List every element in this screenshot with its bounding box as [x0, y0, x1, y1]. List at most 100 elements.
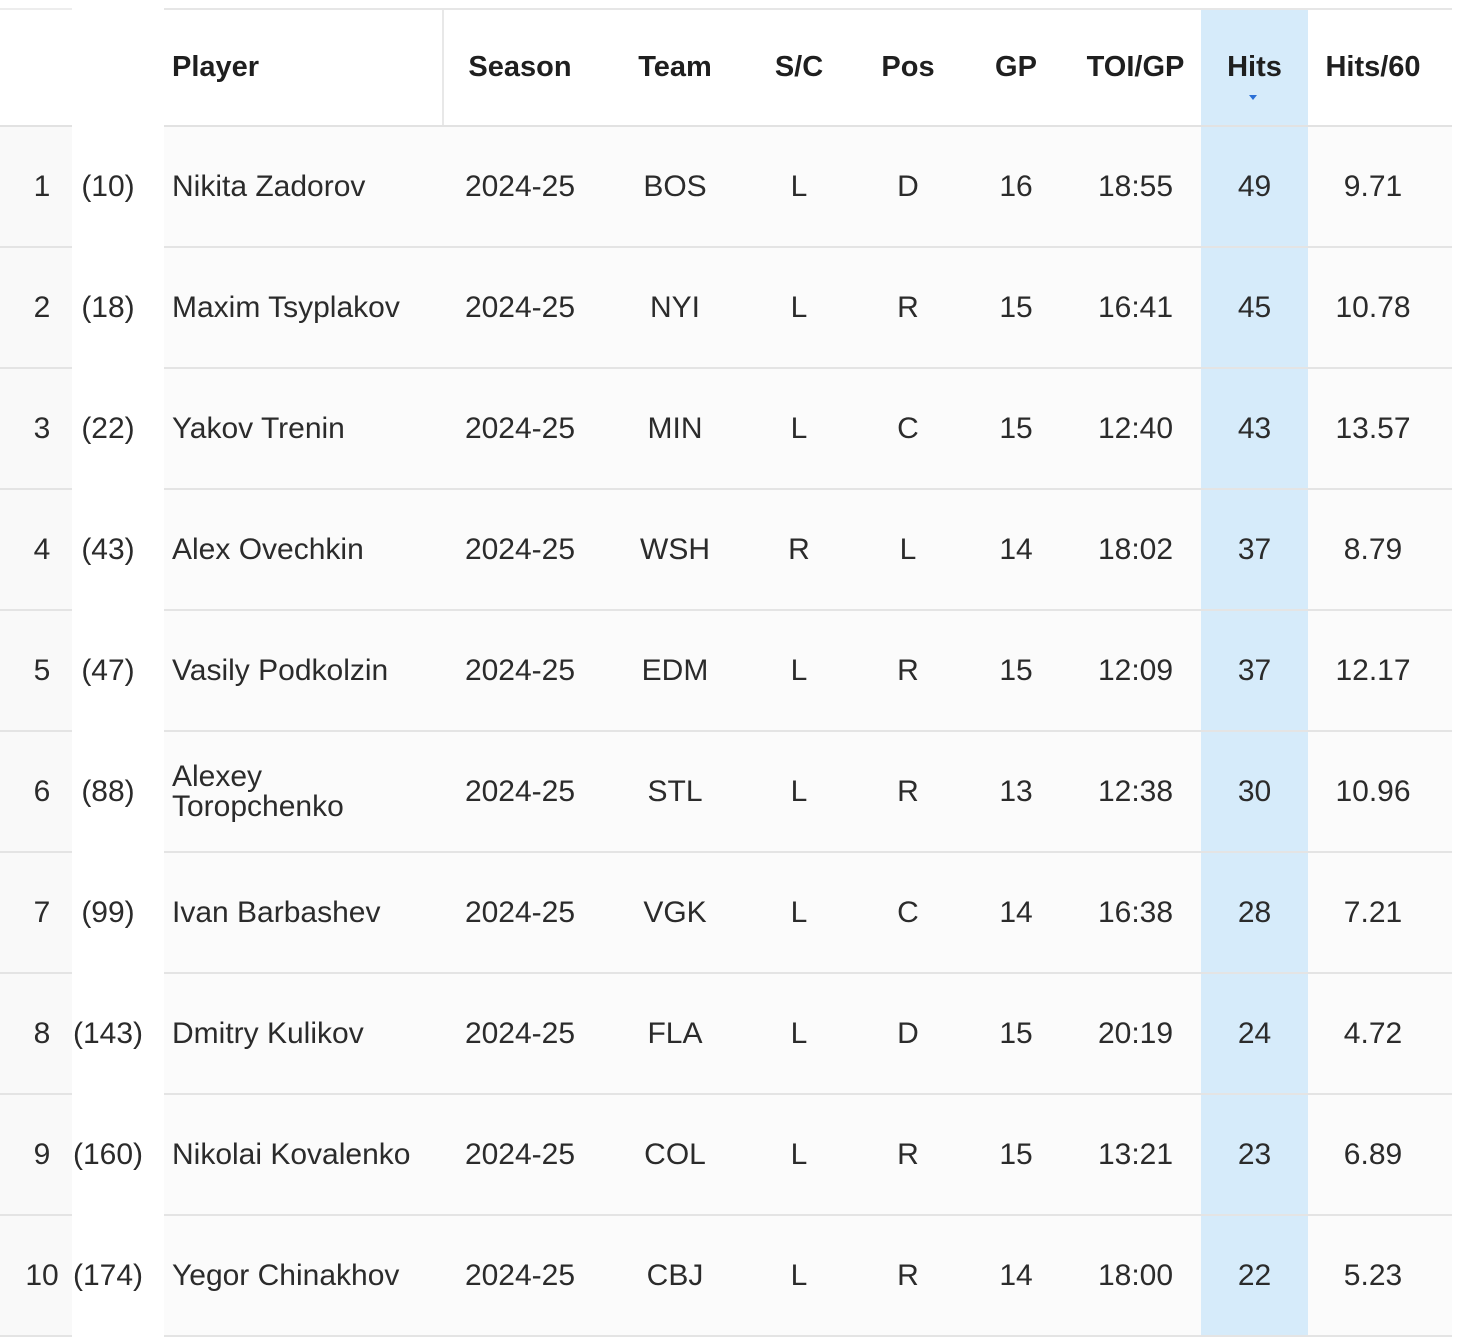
- row-background: [0, 611, 72, 730]
- previous-rank-cell: (47): [81, 653, 135, 687]
- toi-per-game-cell: 16:38: [1097, 895, 1174, 929]
- hits-cell: 45: [1237, 290, 1272, 324]
- season-cell: 2024-25: [464, 411, 576, 445]
- player-name-cell[interactable]: Dmitry Kulikov: [172, 1016, 364, 1050]
- column-header-pos[interactable]: Pos: [881, 50, 935, 83]
- season-cell: 2024-25: [464, 1016, 576, 1050]
- table-row[interactable]: 1 (10) Nikita Zadorov 2024-25 BOS L D 16 18:55 49…: [0, 127, 1452, 248]
- toi-per-game-cell: 18:02: [1097, 532, 1174, 566]
- toi-per-game-cell: 20:19: [1097, 1016, 1174, 1050]
- hits-cell: 37: [1237, 653, 1272, 687]
- row-divider: [0, 488, 1452, 490]
- season-cell: 2024-25: [464, 169, 576, 203]
- sorted-column-cell-background: [1201, 853, 1308, 974]
- hits-cell: 30: [1237, 774, 1272, 808]
- table-row[interactable]: 4 (43) Alex Ovechkin 2024-25 WSH R L 14 18:02 37 8…: [0, 490, 1452, 611]
- column-header-player[interactable]: Player: [172, 50, 260, 83]
- header-top-border: [0, 8, 72, 10]
- row-divider-gap: [72, 851, 164, 853]
- position-cell: R: [897, 774, 919, 808]
- team-cell: BOS: [643, 169, 707, 203]
- column-header-gp[interactable]: GP: [995, 50, 1037, 83]
- column-header-shoots-catches[interactable]: S/C: [774, 50, 824, 83]
- table-row[interactable]: 8 (143) Dmitry Kulikov 2024-25 FLA L D 15 20:19 2…: [0, 974, 1452, 1095]
- hits-cell: 23: [1237, 1137, 1272, 1171]
- row-divider: [0, 851, 1452, 853]
- rank-cell: 5: [33, 653, 51, 687]
- shoots-catches-cell: L: [790, 1016, 808, 1050]
- shoots-catches-cell: R: [788, 532, 810, 566]
- row-background: [0, 369, 72, 488]
- games-played-cell: 15: [999, 290, 1033, 324]
- header-top-border: [164, 8, 1452, 10]
- games-played-cell: 15: [999, 411, 1033, 445]
- player-name-cell[interactable]: Nikolai Kovalenko: [172, 1137, 411, 1171]
- sorted-column-cell-background: [1201, 490, 1308, 611]
- hits-per-60-cell: 10.96: [1335, 774, 1411, 808]
- position-cell: R: [897, 1137, 919, 1171]
- rank-cell: 6: [33, 774, 51, 808]
- shoots-catches-cell: L: [790, 169, 808, 203]
- position-cell: D: [897, 1016, 919, 1050]
- row-divider-gap: [72, 609, 164, 611]
- games-played-cell: 15: [999, 653, 1033, 687]
- rank-cell: 3: [33, 411, 51, 445]
- hits-per-60-cell: 5.23: [1343, 1258, 1403, 1292]
- toi-per-game-cell: 12:38: [1097, 774, 1174, 808]
- column-header-season[interactable]: Season: [468, 50, 572, 83]
- row-background: [0, 732, 72, 851]
- table-row[interactable]: 6 (88) Alexey Toropchenko 2024-25 STL L R 13 12:…: [0, 732, 1452, 853]
- previous-rank-cell: (18): [81, 290, 135, 324]
- player-name-cell[interactable]: Alexey Toropchenko: [172, 759, 344, 823]
- column-header-hits[interactable]: Hits: [1227, 50, 1282, 83]
- hits-per-60-cell: 9.71: [1343, 169, 1403, 203]
- rank-cell: 9: [33, 1137, 51, 1171]
- season-cell: 2024-25: [464, 895, 576, 929]
- toi-per-game-cell: 18:00: [1097, 1258, 1174, 1292]
- row-background: [0, 248, 72, 367]
- table-row[interactable]: 3 (22) Yakov Trenin 2024-25 MIN L C 15 12:40 43 13…: [0, 369, 1452, 490]
- rank-cell: 2: [33, 290, 51, 324]
- team-cell: MIN: [647, 411, 703, 445]
- table-row[interactable]: 10 (174) Yegor Chinakhov 2024-25 CBJ L R 14 18:0…: [0, 1216, 1452, 1337]
- column-header-toi-gp[interactable]: TOI/GP: [1086, 50, 1185, 83]
- column-header-team[interactable]: Team: [638, 50, 712, 83]
- row-background: [0, 1216, 72, 1335]
- row-divider: [0, 609, 1452, 611]
- previous-rank-cell: (143): [72, 1016, 144, 1050]
- player-name-cell[interactable]: Nikita Zadorov: [172, 169, 366, 203]
- player-name-cell[interactable]: Ivan Barbashev: [172, 895, 381, 929]
- team-cell: FLA: [647, 1016, 703, 1050]
- table-row[interactable]: 9 (160) Nikolai Kovalenko 2024-25 COL L R 15 13:…: [0, 1095, 1452, 1216]
- row-divider: [0, 1093, 1452, 1095]
- row-divider-gap: [72, 1214, 164, 1216]
- sorted-column-cell-background: [1201, 1216, 1308, 1337]
- player-name-cell[interactable]: Vasily Podkolzin: [172, 653, 389, 687]
- row-divider-gap: [72, 246, 164, 248]
- toi-per-game-cell: 12:40: [1097, 411, 1174, 445]
- rank-cell: 4: [33, 532, 51, 566]
- player-name-cell[interactable]: Yegor Chinakhov: [172, 1258, 400, 1292]
- previous-rank-cell: (22): [81, 411, 135, 445]
- row-divider-gap: [72, 367, 164, 369]
- player-stats-table: Player Season Team S/C Pos GP TOI/GP Hit…: [0, 8, 1452, 1337]
- rank-cell: 7: [33, 895, 51, 929]
- sorted-column-cell-background: [1201, 732, 1308, 853]
- season-cell: 2024-25: [464, 653, 576, 687]
- table-row[interactable]: 7 (99) Ivan Barbashev 2024-25 VGK L C 14 16:38 28…: [0, 853, 1452, 974]
- player-name-cell[interactable]: Yakov Trenin: [172, 411, 345, 445]
- sort-descending-icon[interactable]: [1249, 95, 1257, 100]
- team-cell: COL: [644, 1137, 706, 1171]
- row-background: [0, 490, 72, 609]
- header-bottom-border: [0, 125, 72, 127]
- rank-cell: 8: [33, 1016, 51, 1050]
- sorted-column-cell-background: [1201, 127, 1308, 248]
- player-name-cell[interactable]: Maxim Tsyplakov: [172, 290, 400, 324]
- table-row[interactable]: 5 (47) Vasily Podkolzin 2024-25 EDM L R 15 12:09…: [0, 611, 1452, 732]
- table-row[interactable]: 2 (18) Maxim Tsyplakov 2024-25 NYI L R 15 16:41 4…: [0, 248, 1452, 369]
- row-divider-gap: [72, 488, 164, 490]
- hits-cell: 43: [1237, 411, 1272, 445]
- column-header-hits-per-60[interactable]: Hits/60: [1325, 50, 1421, 83]
- player-name-cell[interactable]: Alex Ovechkin: [172, 532, 364, 566]
- season-cell: 2024-25: [464, 774, 576, 808]
